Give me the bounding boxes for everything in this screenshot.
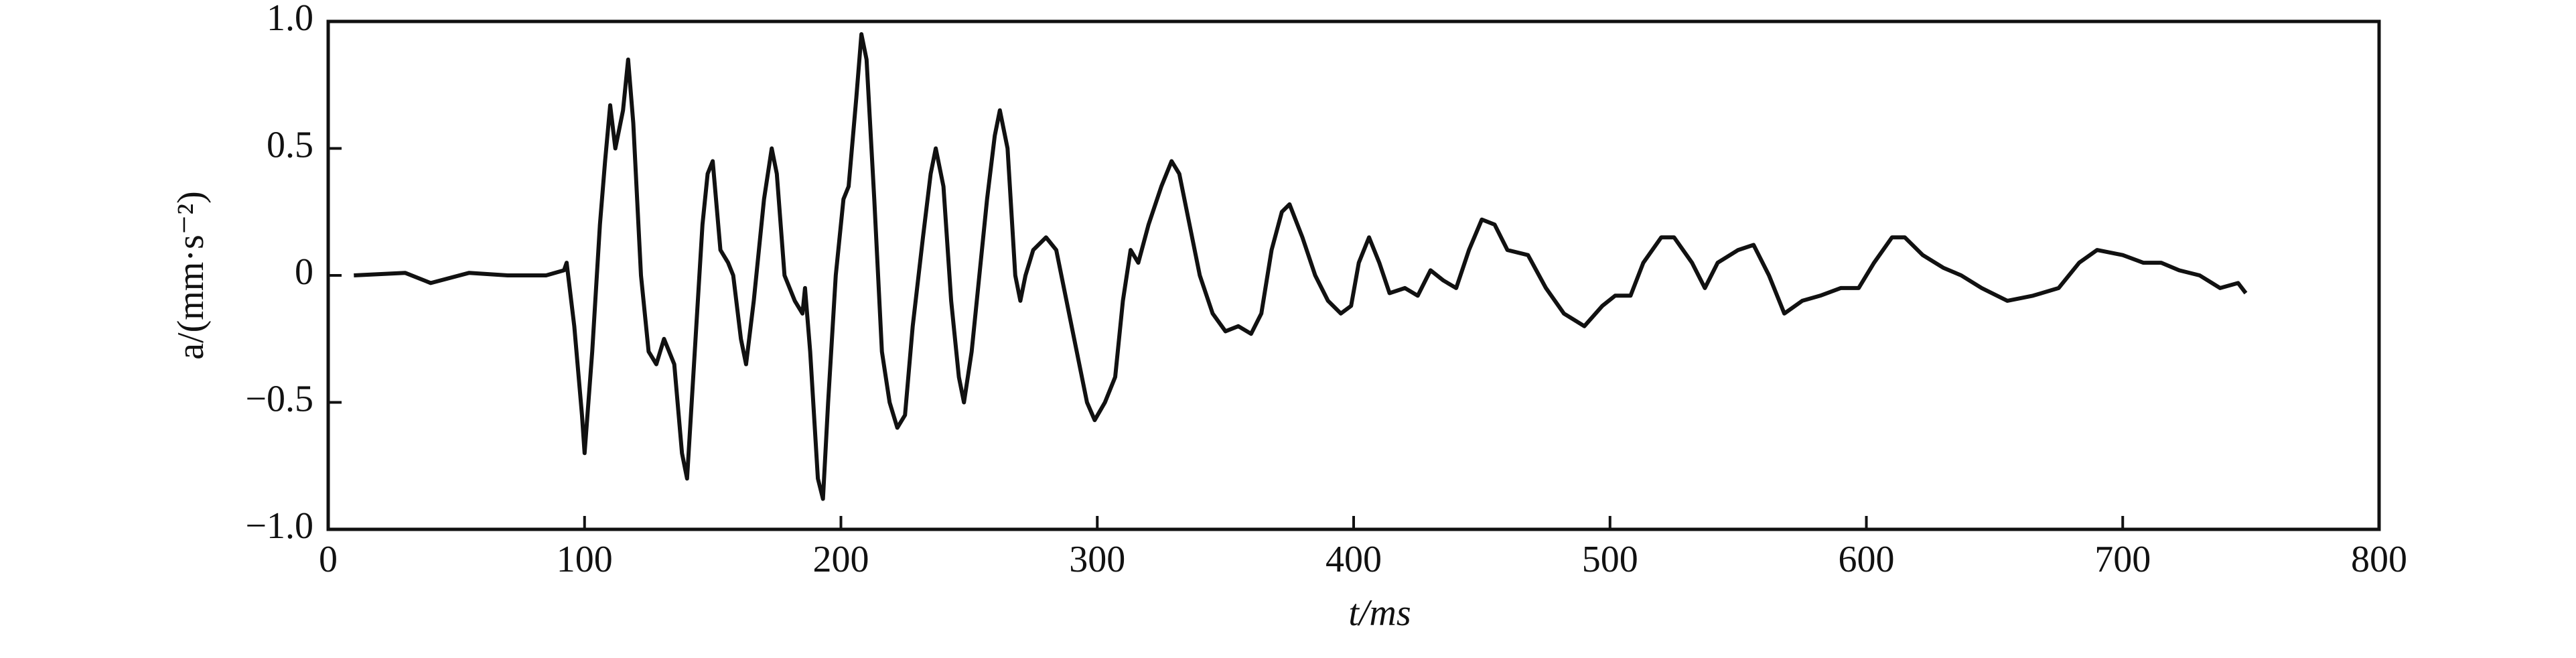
y-tick-label: 1.0 <box>267 0 313 39</box>
x-tick-label: 200 <box>813 539 869 580</box>
data-line <box>354 32 2248 501</box>
x-tick-label: 500 <box>1582 539 1638 580</box>
x-tick-label: 600 <box>1839 539 1895 580</box>
x-tick-label: 100 <box>557 539 613 580</box>
y-tick-label: 0 <box>295 251 313 293</box>
x-tick-label: 400 <box>1326 539 1382 580</box>
x-tick-label: 300 <box>1069 539 1125 580</box>
y-tick-label: −0.5 <box>245 378 313 419</box>
x-tick-label: 800 <box>2351 539 2407 580</box>
y-axis-label: a/(mm·s⁻²) <box>170 191 212 360</box>
plot-frame <box>326 19 2381 531</box>
x-axis-label: t/ms <box>1348 592 1411 634</box>
y-tick-label: 0.5 <box>267 124 313 166</box>
y-tick-label: −1.0 <box>245 505 313 547</box>
x-tick-label: 700 <box>2094 539 2151 580</box>
x-tick-label: 0 <box>319 539 338 580</box>
